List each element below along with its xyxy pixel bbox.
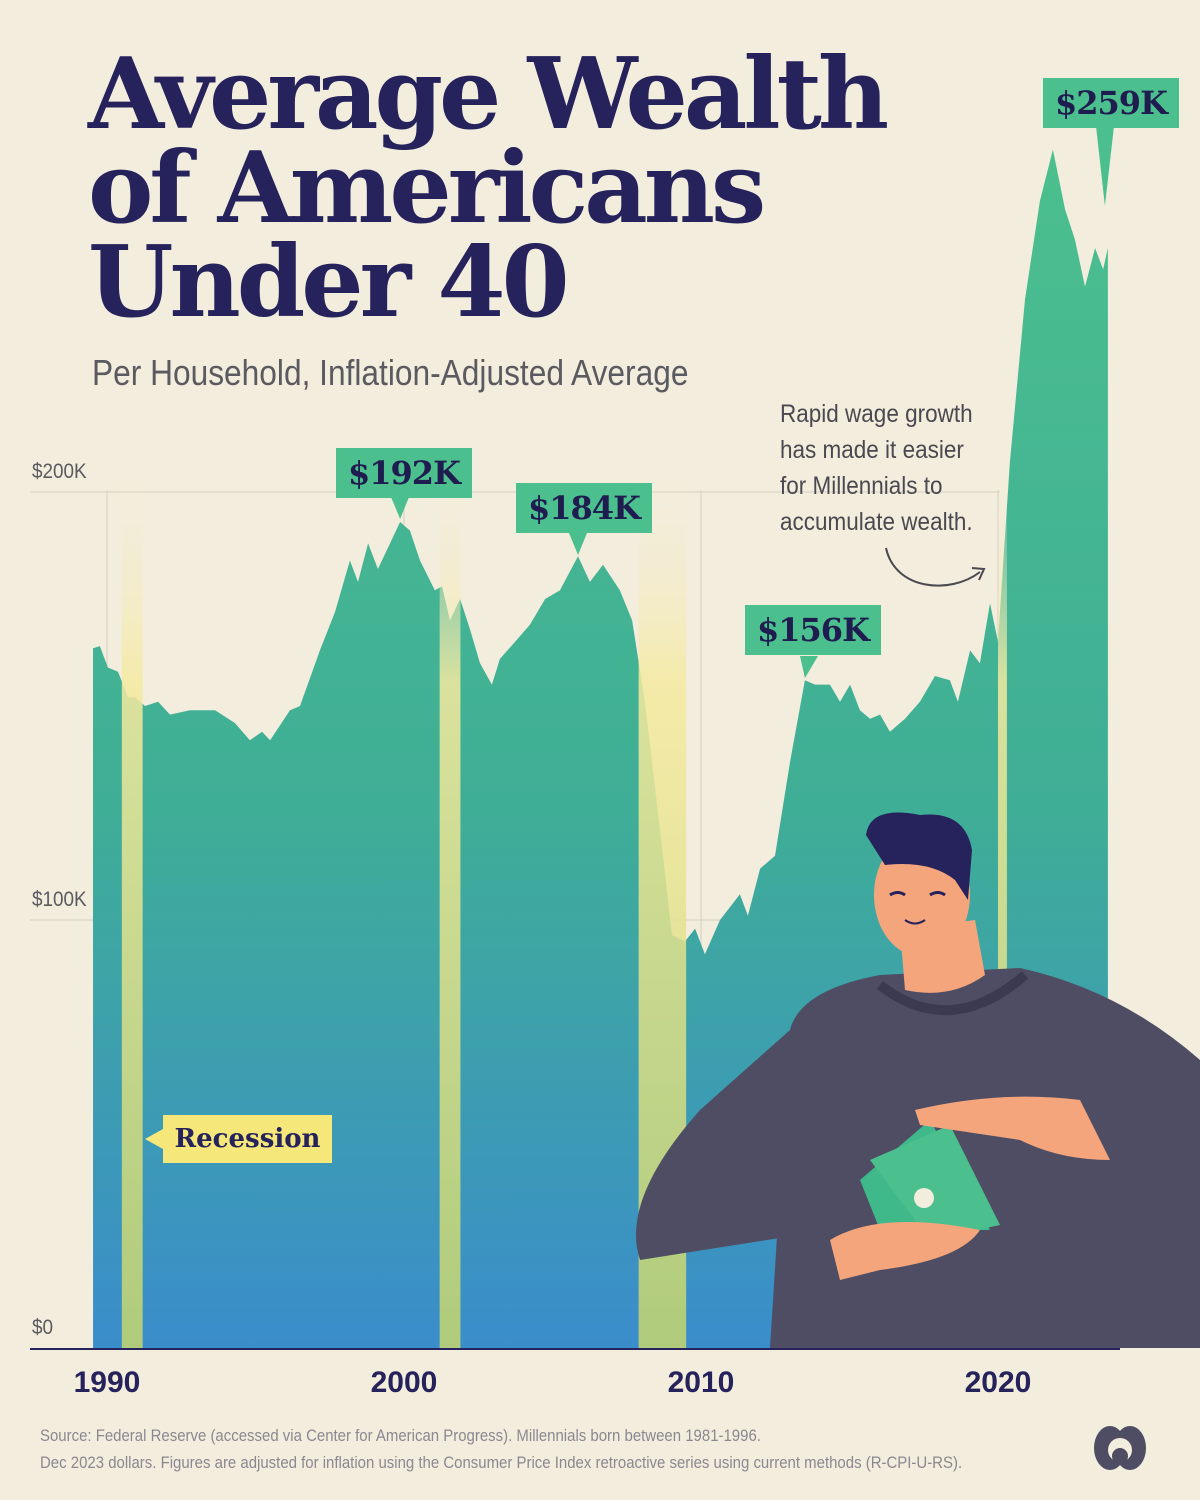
page-title: Average Wealth of Americans Under 40	[88, 37, 889, 340]
y-tick-label: $100K	[32, 888, 87, 911]
callout-pointer	[800, 656, 818, 678]
callout-pointer	[391, 497, 409, 519]
source-note: Source: Federal Reserve (accessed via Ce…	[40, 1422, 962, 1476]
subtitle: Per Household, Inflation-Adjusted Averag…	[92, 352, 689, 393]
note-line: Rapid wage growth	[780, 400, 973, 428]
note-line: accumulate wealth.	[780, 508, 973, 536]
x-tick-label: 2020	[964, 1366, 1032, 1399]
recession-band	[998, 460, 1007, 1348]
recession-band	[121, 460, 143, 1348]
legend-recession: Recession	[145, 1115, 332, 1163]
title-line-2: of Americans	[88, 131, 766, 246]
source-line: Dec 2023 dollars. Figures are adjusted f…	[40, 1453, 963, 1472]
person-illustration-icon	[636, 812, 1200, 1348]
x-tick-label: 2010	[667, 1366, 735, 1399]
data-label-192k: $192K	[336, 448, 472, 498]
note-line: for Millennials to	[780, 472, 943, 500]
data-label-184k: $184K	[516, 483, 652, 533]
recession-band	[439, 460, 461, 1348]
callout-pointer	[1096, 126, 1114, 206]
data-label-156k: $156K	[745, 605, 881, 655]
data-label-259k: $259K	[1043, 78, 1179, 128]
title-line-3: Under 40	[88, 225, 570, 340]
x-tick-label: 1990	[73, 1366, 141, 1399]
note-arrow-icon	[885, 547, 981, 587]
callout-pointer	[569, 533, 587, 555]
x-tick-label: 2000	[370, 1366, 438, 1399]
title-line-1: Average Wealth	[88, 37, 889, 152]
y-tick-label: $0	[32, 1316, 54, 1339]
y-tick-label: $200K	[32, 460, 87, 483]
logo-icon	[1094, 1426, 1146, 1470]
source-line: Source: Federal Reserve (accessed via Ce…	[40, 1426, 761, 1445]
annotation-note: Rapid wage growth has made it easier for…	[780, 396, 973, 540]
note-line: has made it easier	[780, 436, 964, 464]
